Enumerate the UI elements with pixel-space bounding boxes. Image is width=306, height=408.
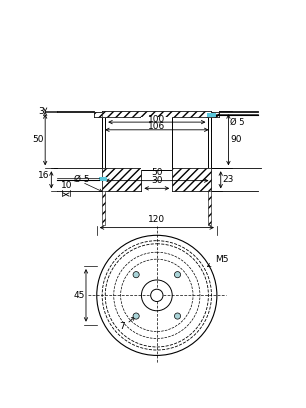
Text: 7: 7 xyxy=(119,322,125,330)
Bar xyxy=(208,169,211,225)
Bar xyxy=(99,177,107,182)
Bar xyxy=(102,169,105,225)
Bar xyxy=(172,169,211,191)
Text: 10: 10 xyxy=(61,181,73,190)
Bar xyxy=(207,113,216,118)
Bar xyxy=(102,169,141,191)
Text: 3: 3 xyxy=(38,107,44,116)
Text: 30: 30 xyxy=(151,176,162,185)
Bar xyxy=(95,112,219,117)
Text: Ø 5: Ø 5 xyxy=(230,118,244,126)
Circle shape xyxy=(151,289,163,302)
Text: 50: 50 xyxy=(32,135,44,144)
Text: M5: M5 xyxy=(207,255,229,266)
Circle shape xyxy=(133,272,139,278)
Text: 100: 100 xyxy=(148,115,166,124)
Circle shape xyxy=(133,313,139,319)
Text: Ø 5: Ø 5 xyxy=(74,175,90,184)
Text: 16: 16 xyxy=(38,171,50,180)
Circle shape xyxy=(174,313,181,319)
Bar xyxy=(102,111,211,117)
Text: 50: 50 xyxy=(151,168,162,177)
Text: 106: 106 xyxy=(148,122,166,131)
Text: 120: 120 xyxy=(148,215,165,224)
Bar xyxy=(141,118,172,170)
Circle shape xyxy=(174,272,181,278)
Text: 23: 23 xyxy=(222,175,234,184)
Text: 45: 45 xyxy=(73,291,84,300)
Text: 90: 90 xyxy=(230,135,241,144)
